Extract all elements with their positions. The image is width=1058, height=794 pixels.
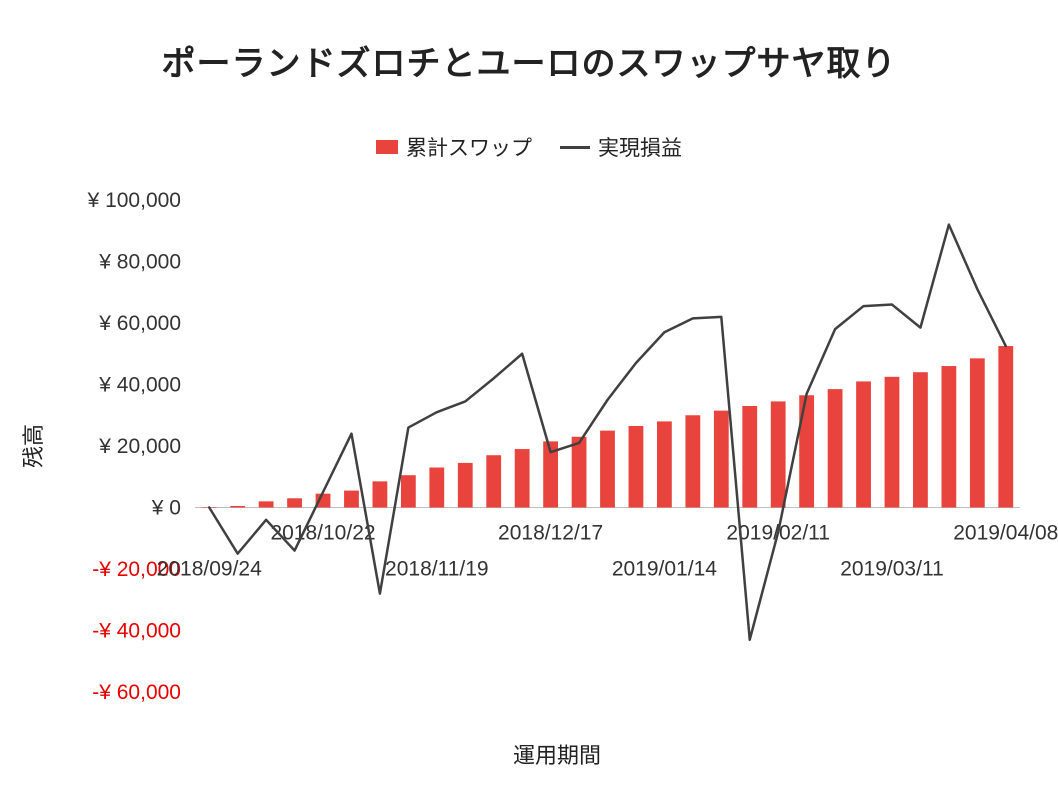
- x-tick-label: 2019/01/14: [612, 558, 717, 581]
- bar-cumulative-swap: [827, 389, 843, 508]
- bar-cumulative-swap: [429, 467, 445, 508]
- line-realized-pnl: [207, 223, 1008, 641]
- y-tick-label: ¥ 0: [151, 497, 181, 520]
- x-axis-title: 運用期間: [512, 743, 602, 768]
- chart-title: ポーランドズロチとユーロのスワップサヤ取り: [161, 45, 897, 83]
- legend-bar-swatch-icon: [376, 140, 398, 154]
- bar-cumulative-swap: [685, 415, 701, 508]
- y-tick-label: ¥ 80,000: [98, 251, 181, 274]
- bar-cumulative-swap: [941, 366, 957, 508]
- bar-cumulative-swap: [486, 455, 502, 508]
- bar-cumulative-swap: [600, 430, 615, 508]
- y-tick-label: -¥ 40,000: [92, 620, 181, 643]
- y-tick-label: ¥ 20,000: [98, 435, 181, 458]
- y-tick-label: ¥ 40,000: [98, 374, 181, 397]
- legend: 累計スワップ 実現損益: [0, 132, 1058, 162]
- bar-cumulative-swap: [258, 501, 274, 508]
- x-tick-label: 2018/09/24: [157, 558, 262, 581]
- bar-cumulative-swap: [657, 421, 672, 508]
- x-tick-label: 2019/04/08: [953, 522, 1058, 545]
- x-tick-label: 2018/11/19: [385, 558, 489, 581]
- legend-item-realized-pnl: 実現損益: [560, 132, 682, 162]
- bar-cumulative-swap: [287, 498, 302, 508]
- bar-cumulative-swap: [372, 481, 388, 508]
- x-tick-label: 2019/03/11: [840, 558, 944, 581]
- bar-cumulative-swap: [344, 490, 359, 508]
- bar-cumulative-swap: [230, 505, 246, 508]
- legend-item-cumulative-swap: 累計スワップ: [376, 132, 532, 162]
- legend-line-swatch-icon: [560, 145, 590, 149]
- bar-cumulative-swap: [742, 406, 758, 508]
- bar-cumulative-swap: [969, 358, 985, 508]
- y-tick-label: -¥ 60,000: [92, 681, 181, 704]
- y-tick-label: ¥ 100,000: [87, 189, 181, 212]
- bar-cumulative-swap: [571, 436, 587, 508]
- y-tick-label: -¥ 20,000: [92, 558, 181, 581]
- bar-cumulative-swap: [998, 346, 1014, 508]
- bar-cumulative-swap: [628, 426, 644, 508]
- legend-label-cumulative-swap: 累計スワップ: [406, 137, 532, 160]
- y-tick-label: ¥ 60,000: [98, 312, 181, 335]
- bar-cumulative-swap: [400, 475, 416, 508]
- x-tick-label: 2018/12/17: [498, 522, 603, 545]
- bar-cumulative-swap: [770, 401, 786, 508]
- legend-label-realized-pnl: 実現損益: [598, 137, 682, 160]
- x-tick-label: 2018/10/22: [270, 522, 375, 545]
- bar-cumulative-swap: [713, 410, 729, 508]
- bar-cumulative-swap: [856, 381, 871, 508]
- bar-cumulative-swap: [913, 372, 928, 508]
- bar-cumulative-swap: [884, 376, 900, 508]
- bar-cumulative-swap: [543, 441, 558, 508]
- bar-cumulative-swap: [514, 449, 530, 508]
- bar-cumulative-swap: [799, 395, 815, 508]
- bar-cumulative-swap: [457, 462, 473, 508]
